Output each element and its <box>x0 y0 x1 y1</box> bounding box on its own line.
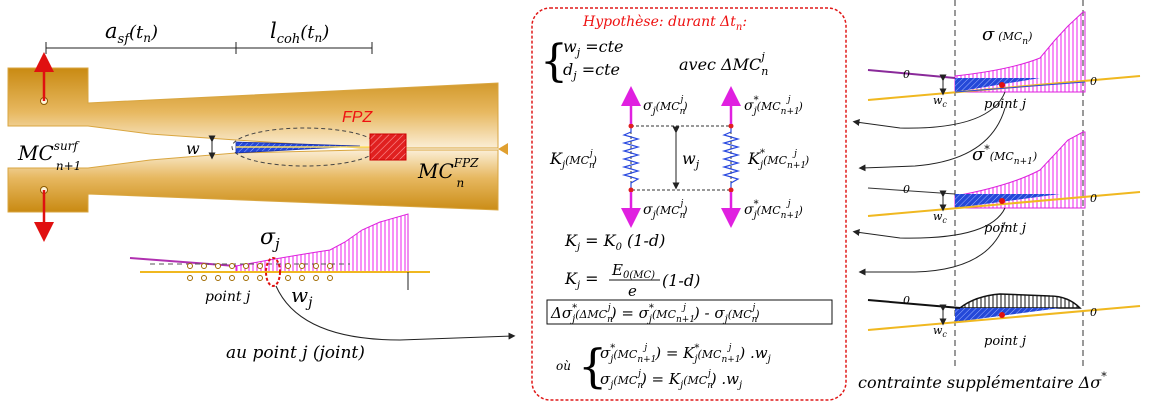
blue-zone-2 <box>955 194 1060 208</box>
stress-plot-3: 0 0 wc point j <box>867 293 1141 349</box>
hypothesis-title: Hypothèse: durant Δtn: <box>582 14 747 33</box>
dj-cte: dj =cte <box>563 60 620 82</box>
center-panel: Hypothèse: durant Δtn: { wj =cte dj =cte… <box>531 7 847 401</box>
zero-label-1a: 0 <box>903 68 910 81</box>
svg-text:Kj =: Kj = <box>564 269 599 291</box>
wc-label-2: wc <box>933 210 947 225</box>
joint-stress-inset: σj point j wj au point j (joint) <box>129 213 430 363</box>
dimension-line <box>45 42 373 54</box>
specimen-lower-half <box>7 149 499 213</box>
delta-stress-area <box>957 293 1082 309</box>
stress-plot-1: σ (MCn) 0 0 wc point j <box>867 11 1141 112</box>
dim-a-label: asf(tn) <box>105 19 158 47</box>
sigma-j-label: σj <box>260 225 280 253</box>
delta-equation: Δσ* j(ΔMCnj) = σ* j(MCn+1j) - σj(MCnj) <box>550 303 760 325</box>
sigma-bottom-left: σj(MCnj) <box>643 199 688 221</box>
joint-nodes <box>187 263 333 281</box>
stress-area-1 <box>954 11 1086 93</box>
zero-label-1b: 0 <box>1090 75 1097 88</box>
connector-arrow-1 <box>852 91 1006 129</box>
k-right-label: K* j(MCn+1j) <box>747 148 809 171</box>
stress-plot-2: σ*(MCn+1) 0 0 wc point j <box>867 131 1141 236</box>
point-j-3: point j <box>984 334 1026 349</box>
k-left-label: Kj(MCnj) <box>549 149 597 171</box>
zero-label-3b: 0 <box>1090 306 1097 319</box>
sigma-top-left: σj(MCnj) <box>643 95 688 117</box>
svg-text:E0(MC): E0(MC) <box>611 261 655 281</box>
point-j-label: point j <box>205 289 251 305</box>
sigma-mcn-label: σ (MCn) <box>982 24 1032 47</box>
spring-right <box>721 126 741 190</box>
point-j-marker <box>265 257 281 287</box>
mc-surf-label: MCsurf n+1 <box>17 139 81 173</box>
stress-area-2 <box>954 131 1086 209</box>
mc-fpz-label: MCFPZ n <box>417 156 479 190</box>
sigma-bottom-right: σ* j(MCn+1j) <box>744 199 803 221</box>
zero-label-2b: 0 <box>1090 192 1097 205</box>
wj-mid-label: wj <box>682 149 700 171</box>
sigma-star-label: σ*(MCn+1) <box>972 143 1037 167</box>
purple-line-1 <box>867 69 956 79</box>
specimen-upper-half <box>7 67 499 149</box>
brace-system: { <box>578 339 607 393</box>
point-j-1: point j <box>984 97 1026 112</box>
connector-arrow-2 <box>852 207 1006 239</box>
black-line-2 <box>867 187 956 195</box>
fpz-label: FPZ <box>342 109 373 126</box>
spring-left <box>621 126 641 190</box>
crack-tip-mark <box>498 143 508 155</box>
blue-zone-3 <box>955 308 1060 322</box>
caption-label: contrainte supplémentaire Δσ* <box>858 370 1107 392</box>
w-label: w <box>186 139 200 158</box>
brace-left: { <box>540 36 568 87</box>
system-line-2: σj(MCnj) = Kj(MCnj) .wj <box>600 369 742 391</box>
wc-label-1: wc <box>933 94 947 109</box>
blue-zone-1 <box>955 78 1040 92</box>
blue-line-1 <box>954 81 1086 93</box>
connector-arrow-3b <box>858 221 1006 276</box>
spring-system: wj <box>621 86 741 228</box>
wj-cte: wj =cte <box>563 37 623 59</box>
connector-arrow-left <box>275 285 516 341</box>
point-j-2: point j <box>984 221 1026 236</box>
delta-box <box>546 299 833 325</box>
equation-kj-k0: Kj = K0 (1-d) <box>564 231 665 253</box>
orange-line-3 <box>867 305 1141 331</box>
system-line-1: σ* j(MCn+1j) = K* j(MCn+1j) .wj <box>600 343 771 365</box>
spring-frame <box>630 125 732 191</box>
connector-arrow-3a <box>858 107 1006 172</box>
wc-label-3: wc <box>933 324 947 339</box>
orange-line-2 <box>867 191 1141 217</box>
hypothesis-box <box>531 7 847 401</box>
fpz-red-box <box>369 133 407 161</box>
wj-label: wj <box>291 283 313 311</box>
left-panel: asf(tn) lcoh(tn) FPZ w MCsurf n+1 <box>7 19 516 363</box>
black-line-3 <box>867 299 961 309</box>
avec-label: avec ΔMCnj <box>679 50 768 78</box>
stress-distribution <box>235 213 409 273</box>
right-panel: σ (MCn) 0 0 wc point j σ*(MCn+1) 0 0 wc p… <box>852 0 1141 392</box>
zero-label-3a: 0 <box>903 294 910 307</box>
svg-text:(1-d): (1-d) <box>662 271 700 290</box>
ou-label: où <box>556 359 571 373</box>
dim-l-label: lcoh(tn) <box>270 19 329 47</box>
au-point-label: au point j (joint) <box>226 343 365 363</box>
zero-label-2a: 0 <box>903 183 910 196</box>
sigma-top-right: σ* j(MCn+1j) <box>744 95 803 117</box>
svg-text:e: e <box>628 282 637 300</box>
equation-kj-e: Kj = E0(MC) e (1-d) <box>564 261 700 300</box>
